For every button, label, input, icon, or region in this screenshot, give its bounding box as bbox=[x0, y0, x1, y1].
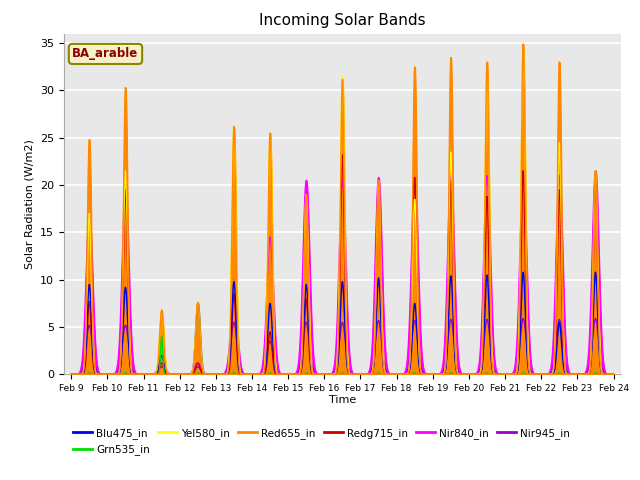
X-axis label: Time: Time bbox=[329, 395, 356, 405]
Legend: Blu475_in, Grn535_in, Yel580_in, Red655_in, Redg715_in, Nir840_in, Nir945_in: Blu475_in, Grn535_in, Yel580_in, Red655_… bbox=[69, 424, 574, 459]
Y-axis label: Solar Radiation (W/m2): Solar Radiation (W/m2) bbox=[24, 139, 35, 269]
Text: BA_arable: BA_arable bbox=[72, 48, 139, 60]
Title: Incoming Solar Bands: Incoming Solar Bands bbox=[259, 13, 426, 28]
